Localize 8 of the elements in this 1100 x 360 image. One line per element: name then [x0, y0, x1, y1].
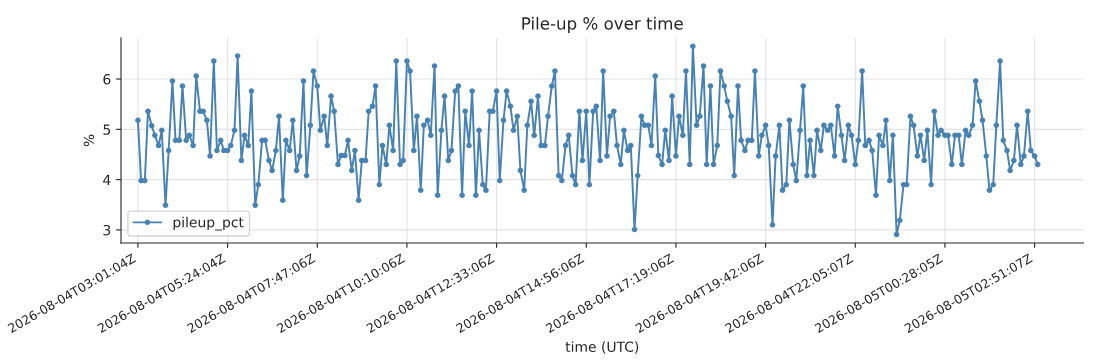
y-tick-label: 4	[103, 174, 111, 185]
chart-title: Pile-up % over time	[522, 16, 683, 33]
y-axis-title: %	[83, 134, 95, 147]
y-tick-label: 3	[103, 224, 111, 236]
y-tick-label: 5	[103, 124, 111, 135]
legend-label: pileup_pct	[173, 216, 244, 231]
x-axis-title: time (UTC)	[565, 341, 639, 354]
y-tick-label: 6	[103, 74, 111, 85]
